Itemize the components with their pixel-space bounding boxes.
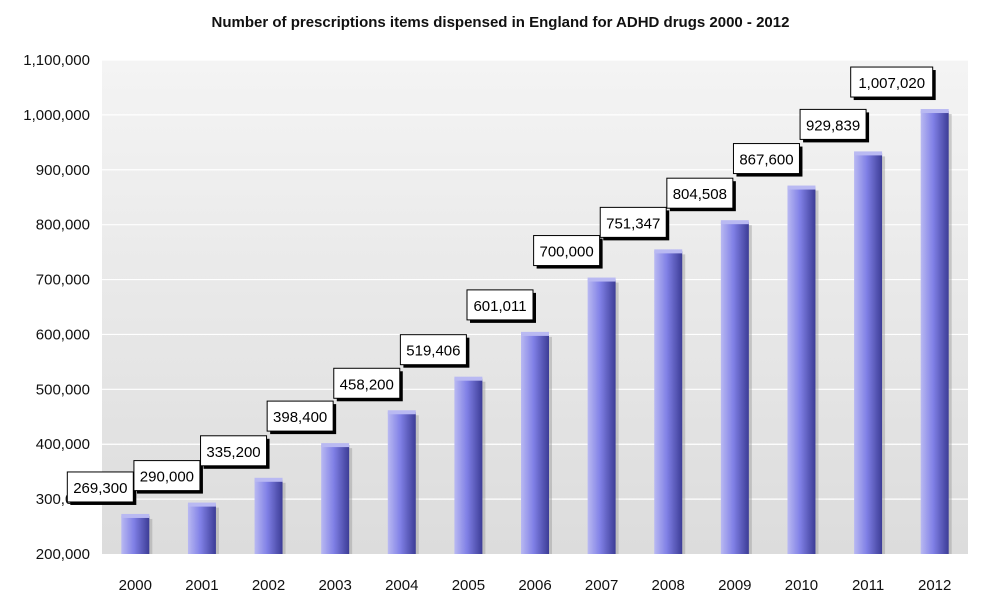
- bar-top: [121, 513, 150, 518]
- y-tick-label: 700,000: [36, 272, 90, 289]
- data-label-box: [666, 177, 734, 209]
- bar-top: [787, 185, 816, 190]
- data-label-box: [66, 471, 134, 503]
- data-label-box: [466, 289, 534, 321]
- y-tick-label: 500,000: [36, 381, 90, 398]
- bar-2012: [920, 111, 949, 554]
- data-label-box: [599, 206, 667, 238]
- data-label-box: [333, 367, 401, 399]
- bar-top: [720, 220, 749, 225]
- data-label-2006: 601,011: [466, 289, 536, 323]
- bar-top: [521, 331, 549, 336]
- x-tick-label: 2012: [918, 577, 951, 594]
- data-label-box: [799, 108, 867, 140]
- data-label-value: 751,347: [606, 215, 660, 232]
- bar-top: [654, 249, 683, 254]
- x-tick-label: 2000: [119, 577, 152, 594]
- x-axis: 2000 2001 2002 2003 2004 2005 2006 2007 2008 2009…: [119, 577, 952, 594]
- data-labels: 269,300 290,000 335,200 398,400 458,200 519,4…: [66, 66, 936, 505]
- bar-2001: [187, 504, 216, 554]
- data-label-2009: 804,508: [666, 177, 736, 212]
- data-label-value: 290,000: [140, 469, 194, 486]
- data-label-2007: 700,000: [533, 235, 603, 269]
- data-label-2000: 269,300: [66, 471, 137, 505]
- bar-top: [854, 151, 883, 156]
- x-tick-label: 2007: [585, 577, 618, 594]
- y-tick-label: 1,000,000: [23, 107, 90, 124]
- data-label-2005: 519,406: [399, 334, 470, 368]
- x-tick-label: 2008: [652, 577, 685, 594]
- x-tick-label: 2010: [785, 577, 818, 594]
- data-label-box: [200, 435, 268, 467]
- bar-2005: [454, 378, 483, 554]
- bar-top: [321, 443, 350, 448]
- bar-2004: [387, 412, 416, 554]
- data-label-box: [533, 235, 601, 267]
- data-label-2010: 867,600: [732, 143, 803, 177]
- data-label-box: [850, 66, 934, 98]
- data-label-value: 929,839: [806, 117, 860, 134]
- bar-top: [254, 477, 283, 482]
- bar-2003: [321, 445, 350, 554]
- x-tick-label: 2002: [252, 577, 285, 594]
- data-label-value: 700,000: [539, 244, 593, 261]
- bar-2006: [521, 333, 549, 554]
- bar-2002: [254, 479, 283, 554]
- data-label-box: [399, 334, 467, 366]
- bar-top: [587, 277, 616, 282]
- data-label-box: [266, 400, 334, 432]
- y-tick-label: 800,000: [36, 217, 90, 234]
- bar-2008: [654, 251, 683, 554]
- y-tick-label: 1,100,000: [23, 52, 90, 69]
- bar-top: [454, 376, 483, 381]
- data-label-box: [732, 143, 800, 175]
- data-label-2008: 751,347: [599, 206, 670, 241]
- data-label-2011: 929,839: [799, 108, 870, 143]
- data-label-2001: 290,000: [133, 460, 203, 494]
- bar-top: [187, 502, 216, 507]
- data-label-2012: 1,007,020: [850, 66, 936, 101]
- x-tick-label: 2006: [518, 577, 551, 594]
- bar-2009: [720, 222, 749, 555]
- bar-2010: [787, 187, 816, 555]
- y-tick-label: 200,000: [36, 546, 90, 563]
- y-axis: 200,000300,000400,000500,000600,000700,0…: [23, 52, 90, 563]
- y-tick-label: 400,000: [36, 436, 90, 453]
- data-label-2002: 335,200: [200, 435, 270, 469]
- data-label-value: 398,400: [273, 409, 327, 426]
- x-tick-label: 2005: [452, 577, 485, 594]
- data-label-value: 458,200: [340, 376, 394, 393]
- bar-2011: [854, 153, 883, 554]
- y-tick-label: 900,000: [36, 162, 90, 179]
- data-label-value: 804,508: [673, 186, 727, 203]
- bars: [121, 109, 952, 555]
- x-tick-label: 2011: [852, 577, 884, 594]
- data-label-2003: 398,400: [266, 400, 337, 435]
- data-label-value: 335,200: [206, 444, 260, 461]
- x-tick-label: 2003: [318, 577, 351, 594]
- x-tick-label: 2009: [718, 577, 751, 594]
- data-label-value: 601,011: [473, 298, 526, 315]
- x-tick-label: 2004: [385, 577, 418, 594]
- data-label-value: 269,300: [73, 480, 127, 497]
- chart-title: Number of prescriptions items dispensed …: [211, 14, 790, 31]
- bar-2007: [587, 279, 616, 554]
- data-label-value: 519,406: [406, 343, 460, 360]
- data-label-value: 867,600: [739, 152, 793, 169]
- bar-top: [920, 109, 949, 114]
- y-tick-label: 600,000: [36, 326, 90, 343]
- data-label-value: 1,007,020: [858, 75, 925, 92]
- bar-2000: [121, 515, 150, 554]
- data-label-box: [133, 460, 201, 492]
- x-tick-label: 2001: [185, 577, 218, 594]
- data-label-2004: 458,200: [333, 367, 403, 402]
- bar-top: [387, 410, 416, 415]
